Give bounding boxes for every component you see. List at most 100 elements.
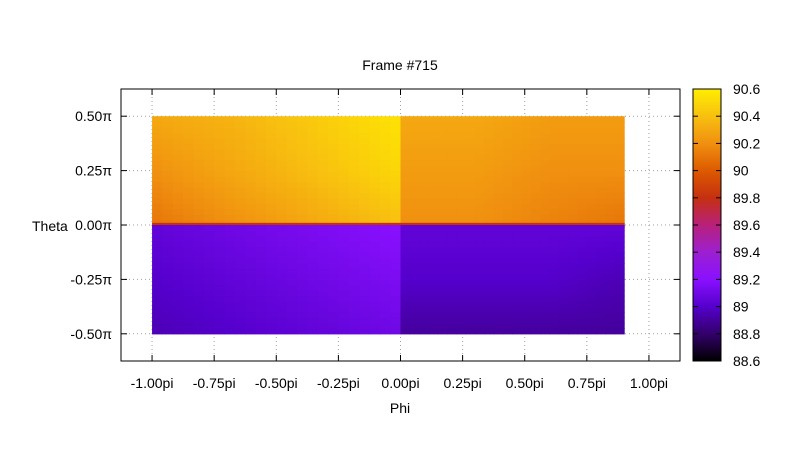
heatmap-cell (521, 176, 532, 183)
heatmap-cell (255, 225, 267, 232)
heatmap-cell (369, 132, 381, 139)
heatmap-cell (400, 284, 411, 291)
heatmap-cell (390, 301, 402, 308)
heatmap-cell (193, 116, 205, 123)
heatmap-cell (447, 290, 457, 297)
heatmap-cell (286, 143, 298, 150)
heatmap-cell (369, 230, 381, 237)
heatmap-cell (502, 127, 513, 134)
heatmap-cell (447, 263, 457, 270)
heatmap-cell (586, 165, 597, 172)
heatmap-cell (183, 273, 195, 280)
heatmap-cell (348, 235, 360, 242)
heatmap-cell (162, 208, 174, 215)
heatmap-cell (193, 143, 205, 150)
heatmap-cell (475, 322, 485, 329)
heatmap-cell (224, 328, 236, 335)
heatmap-cell (214, 273, 226, 280)
heatmap-cell (359, 143, 371, 150)
heatmap-cell (286, 317, 298, 324)
heatmap-cell (558, 176, 569, 183)
heatmap-cell (568, 301, 579, 308)
heatmap-cell (465, 176, 476, 183)
heatmap-cell (530, 268, 541, 275)
heatmap-cell (512, 203, 523, 210)
heatmap-cell (369, 148, 381, 155)
heatmap-cell (307, 137, 319, 144)
heatmap-cell (577, 192, 588, 199)
heatmap-cell (338, 192, 350, 199)
heatmap-cell (152, 295, 164, 302)
heatmap-cell (540, 143, 551, 150)
heatmap-cell (568, 290, 579, 297)
heatmap-cell (234, 252, 246, 259)
heatmap-cell (328, 241, 339, 248)
heatmap-cell (484, 306, 495, 313)
heatmap-cell (203, 127, 215, 134)
heatmap-cell (214, 241, 226, 248)
heatmap-cell (286, 170, 298, 177)
heatmap-cell (540, 148, 551, 155)
heatmap-cell (317, 284, 329, 291)
heatmap-cell (265, 192, 277, 199)
heatmap-cell (276, 214, 288, 221)
heatmap-cell (224, 225, 236, 232)
heatmap-cell (172, 241, 184, 248)
heatmap-cell (586, 301, 597, 308)
heatmap-cell (456, 159, 467, 166)
heatmap-cell (437, 230, 448, 237)
heatmap-cell (456, 225, 467, 232)
heatmap-cell (596, 186, 607, 193)
heatmap-cell (193, 312, 205, 319)
heatmap-cell (379, 154, 391, 161)
y-axis-label: Theta (32, 218, 68, 234)
heatmap-cell (214, 235, 226, 242)
heatmap-cell (379, 121, 391, 128)
heatmap-cell (234, 312, 246, 319)
heatmap-cell (307, 219, 319, 226)
colorbar-tick-label: 89.2 (733, 271, 760, 287)
heatmap-cell (475, 116, 485, 123)
heatmap-cell (400, 225, 411, 232)
heatmap-cell (512, 127, 523, 134)
heatmap-cell (203, 192, 215, 199)
heatmap-cell (409, 268, 420, 275)
heatmap-cell (348, 322, 360, 329)
heatmap-cell (586, 268, 597, 275)
heatmap-cell (437, 143, 448, 150)
heatmap-cell (317, 116, 329, 123)
heatmap-cell (465, 317, 476, 324)
heatmap-cell (558, 257, 569, 264)
heatmap-cell (493, 230, 504, 237)
heatmap-cell (614, 192, 625, 199)
heatmap-cell (338, 132, 350, 139)
heatmap-cell (605, 127, 616, 134)
heatmap-cell (265, 148, 277, 155)
heatmap-cell (475, 317, 485, 324)
heatmap-cell (379, 257, 391, 264)
heatmap-cell (234, 186, 246, 193)
heatmap-cell (586, 159, 597, 166)
heatmap-cell (484, 295, 495, 302)
heatmap-cell (540, 322, 551, 329)
heatmap-cell (317, 176, 329, 183)
heatmap-cell (328, 137, 339, 144)
heatmap-cell (338, 225, 350, 232)
heatmap-cell (265, 208, 277, 215)
heatmap-cell (484, 186, 495, 193)
heatmap-cell (605, 235, 616, 242)
heatmap-cell (307, 317, 319, 324)
heatmap-cell (568, 176, 579, 183)
heatmap-cell (162, 235, 174, 242)
heatmap-cell (437, 154, 448, 161)
heatmap-cell (172, 273, 184, 280)
heatmap-cell (276, 181, 288, 188)
heatmap-cell (540, 246, 551, 253)
heatmap-cell (614, 203, 625, 210)
heatmap-cell (379, 208, 391, 215)
heatmap-cell (447, 268, 457, 275)
heatmap-cell (437, 203, 448, 210)
heatmap-cell (456, 186, 467, 193)
heatmap-cell (255, 208, 267, 215)
heatmap-cell (502, 317, 513, 324)
